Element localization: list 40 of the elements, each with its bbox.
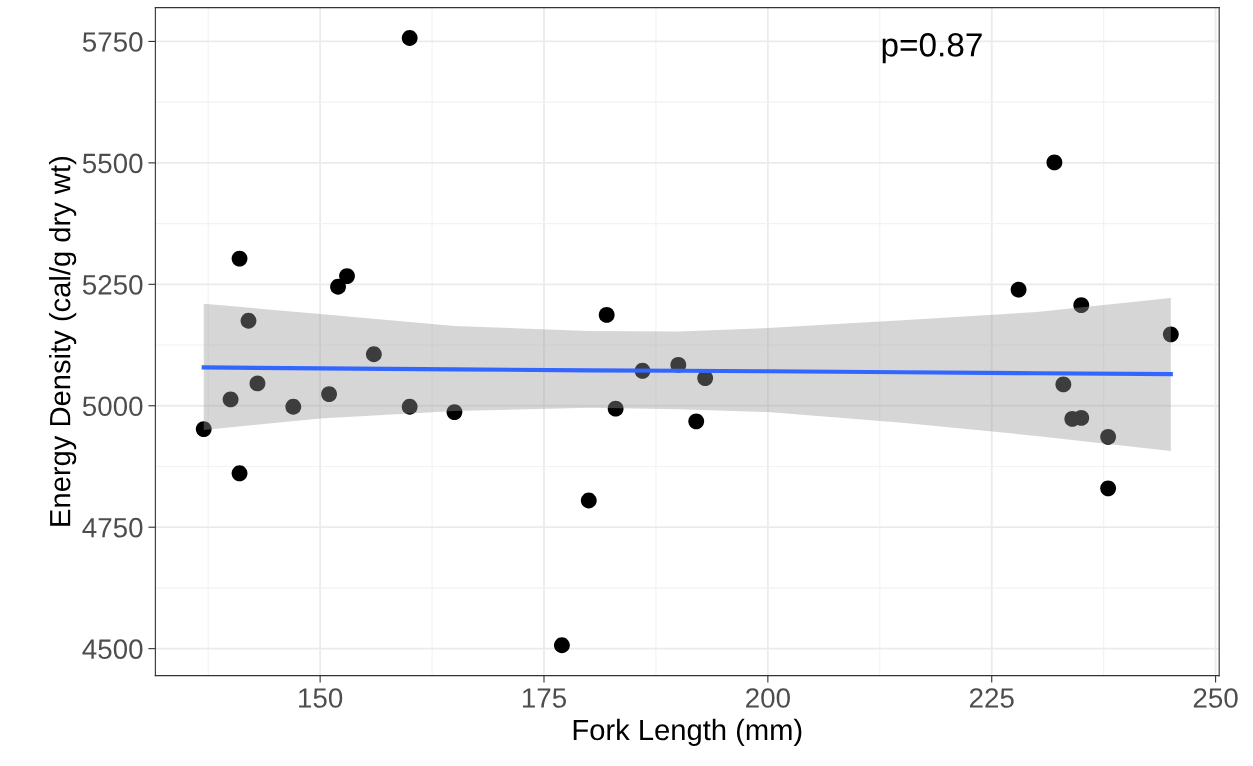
x-tick-label: 175: [522, 688, 567, 708]
point: [1100, 480, 1117, 497]
point: [607, 400, 624, 417]
x-axis-title: Fork Length (mm): [573, 718, 802, 747]
x-tick-label: 250: [1193, 688, 1238, 708]
point: [553, 637, 570, 654]
y-tick-label: 5000: [82, 396, 143, 417]
point: [401, 30, 418, 46]
y-tick-label: 5750: [82, 32, 143, 52]
point: [231, 465, 248, 482]
point: [231, 250, 248, 267]
point: [365, 346, 382, 363]
point: [688, 413, 705, 430]
y-tick-label: 4750: [82, 517, 143, 538]
x-tick-label: 150: [299, 688, 343, 708]
point: [240, 312, 257, 329]
y-axis-title: Energy Density (cal/g dry wt): [49, 157, 77, 526]
point: [1100, 428, 1117, 445]
point: [195, 421, 212, 437]
point: [580, 492, 597, 509]
point: [1055, 376, 1072, 393]
point: [222, 391, 239, 408]
point: [339, 268, 355, 284]
y-tick-label: 5500: [82, 153, 143, 174]
y-tick-label: 5250: [82, 274, 143, 295]
point: [1046, 154, 1063, 171]
point: [249, 375, 266, 392]
point: [330, 278, 346, 295]
point: [1010, 281, 1027, 298]
y-tick-label: 4500: [82, 639, 143, 659]
point: [446, 404, 463, 420]
point: [1162, 326, 1179, 343]
annotation: p=0.87: [882, 33, 982, 64]
point: [1073, 297, 1090, 314]
point: [285, 398, 302, 415]
x-tick-label: 225: [969, 688, 1014, 708]
x-tick-label: 200: [746, 688, 790, 708]
point: [321, 386, 338, 403]
point: [401, 398, 418, 415]
point: [598, 307, 615, 323]
